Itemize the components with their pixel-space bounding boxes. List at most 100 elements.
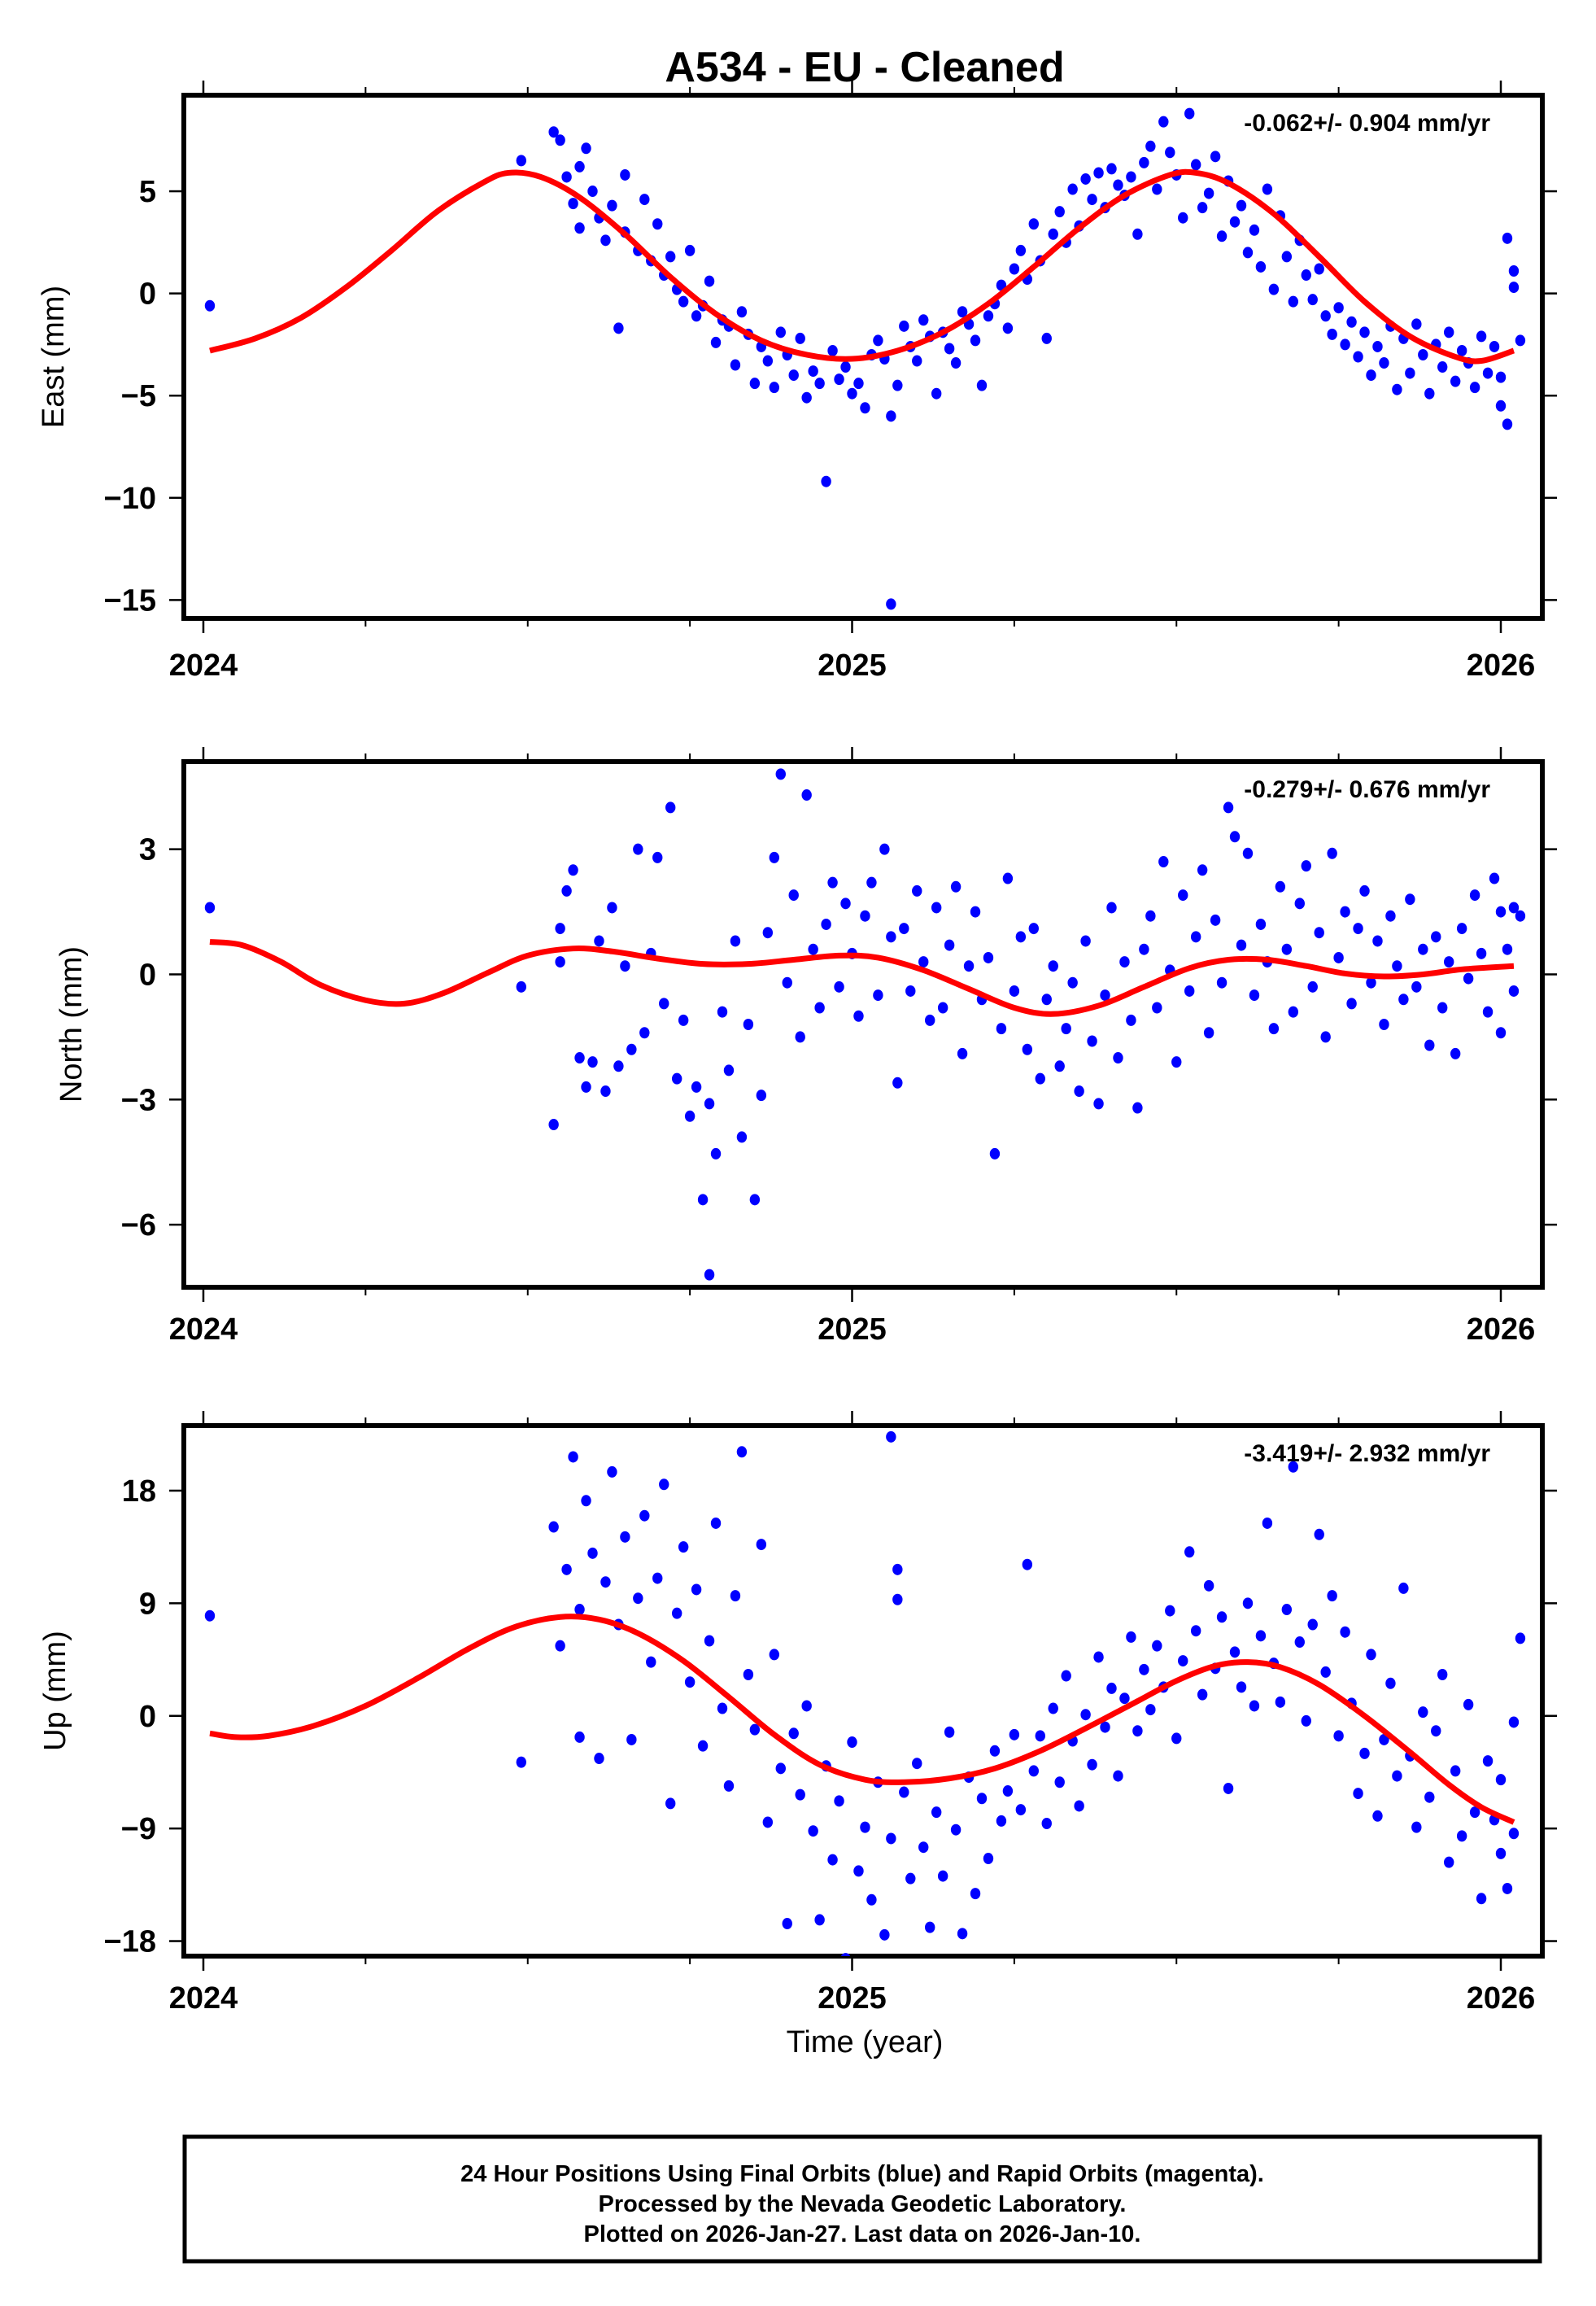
data-point — [1009, 263, 1020, 275]
data-point — [704, 1098, 715, 1110]
data-point — [834, 980, 844, 993]
data-point — [1482, 1006, 1494, 1018]
data-point — [1119, 1692, 1130, 1705]
data-point — [808, 1825, 818, 1837]
data-point — [1119, 956, 1130, 968]
data-point — [1294, 898, 1305, 910]
data-point — [886, 1832, 896, 1845]
data-point — [769, 382, 779, 394]
footer-line-1: 24 Hour Positions Using Final Orbits (bl… — [460, 2161, 1264, 2187]
data-point — [684, 1110, 696, 1122]
data-point — [1093, 1651, 1104, 1663]
data-point — [626, 1043, 637, 1055]
data-point — [912, 355, 922, 367]
data-point — [1353, 1788, 1363, 1800]
data-point — [1372, 1810, 1383, 1822]
data-point — [821, 918, 831, 930]
data-point — [1184, 985, 1195, 997]
data-point — [1515, 910, 1526, 922]
data-point — [555, 134, 565, 146]
data-point — [568, 198, 578, 210]
data-point — [1418, 1706, 1428, 1719]
data-point — [1327, 847, 1337, 859]
data-point — [996, 1815, 1007, 1827]
data-point — [983, 310, 994, 322]
data-point — [1320, 1031, 1331, 1043]
data-point — [970, 906, 981, 918]
data-point — [1067, 183, 1078, 195]
data-point — [1495, 1774, 1507, 1786]
data-point — [1307, 980, 1318, 993]
data-point — [613, 1060, 624, 1072]
data-point — [1126, 171, 1136, 183]
data-point — [548, 1521, 559, 1533]
footer-line-2: Processed by the Nevada Geodetic Laborat… — [599, 2191, 1127, 2217]
data-point — [873, 989, 883, 1002]
footer-box: 24 Hour Positions Using Final Orbits (bl… — [182, 2134, 1542, 2264]
data-point — [944, 939, 955, 951]
data-point — [749, 378, 761, 390]
data-point — [1197, 864, 1208, 876]
data-point — [1379, 1733, 1389, 1745]
data-point — [581, 1081, 591, 1093]
data-point — [1469, 1806, 1480, 1819]
data-point — [613, 322, 624, 334]
data-point — [1424, 387, 1435, 400]
data-point — [587, 1056, 598, 1068]
data-point — [704, 275, 715, 287]
data-point — [736, 1131, 748, 1143]
data-point — [950, 880, 962, 893]
data-point — [1366, 1649, 1376, 1661]
data-point — [697, 1194, 709, 1206]
data-point — [736, 306, 748, 318]
data-point — [873, 334, 883, 347]
data-point — [814, 1914, 825, 1926]
y-tick-label: −5 — [121, 379, 156, 413]
data-point — [1340, 1626, 1350, 1638]
data-point — [626, 1733, 637, 1745]
data-point — [1022, 1043, 1033, 1055]
data-point — [1106, 163, 1117, 175]
y-tick-label: 18 — [122, 1474, 156, 1509]
data-point — [1444, 1856, 1454, 1868]
x-tick-label: 2026 — [1467, 649, 1536, 683]
data-point — [561, 884, 572, 897]
y-tick-label: 0 — [139, 277, 156, 312]
data-point — [620, 960, 630, 972]
data-point — [795, 1031, 805, 1043]
data-point — [1288, 1461, 1299, 1473]
data-point — [717, 1702, 728, 1714]
data-point — [691, 310, 702, 322]
data-point — [1152, 1640, 1162, 1652]
data-point — [1035, 1730, 1045, 1742]
data-point — [652, 218, 663, 230]
data-point — [1489, 340, 1500, 352]
data-point — [1307, 294, 1318, 306]
y-tick-label: 0 — [139, 1700, 156, 1734]
data-point — [574, 1731, 585, 1743]
data-point — [814, 1002, 825, 1014]
data-point — [1333, 302, 1344, 314]
velocity-annotation: -0.062+/- 0.904 mm/yr — [1244, 110, 1490, 137]
data-point — [652, 1572, 663, 1584]
x-tick-label: 2026 — [1467, 1312, 1536, 1347]
data-point — [1508, 902, 1520, 914]
data-point — [1359, 326, 1370, 338]
data-point — [561, 171, 572, 183]
data-point — [659, 998, 669, 1010]
data-point — [678, 1541, 689, 1553]
data-point — [957, 1928, 968, 1940]
data-point — [808, 943, 818, 955]
x-tick-label: 2026 — [1467, 1981, 1536, 2016]
data-point — [1009, 1728, 1020, 1740]
panel-east: 2024 2025 2026 5 0 −5 −10 −15 East (mm) -0.062+/-… — [37, 81, 1557, 683]
data-point — [704, 1635, 715, 1647]
data-point — [1392, 1770, 1402, 1782]
data-point — [860, 910, 870, 922]
velocity-annotation: -0.279+/- 0.676 mm/yr — [1244, 776, 1490, 803]
data-point — [1508, 265, 1520, 277]
data-point — [860, 1821, 870, 1833]
data-point — [1502, 1882, 1513, 1894]
data-point — [1268, 1023, 1280, 1035]
data-point — [548, 1119, 559, 1131]
